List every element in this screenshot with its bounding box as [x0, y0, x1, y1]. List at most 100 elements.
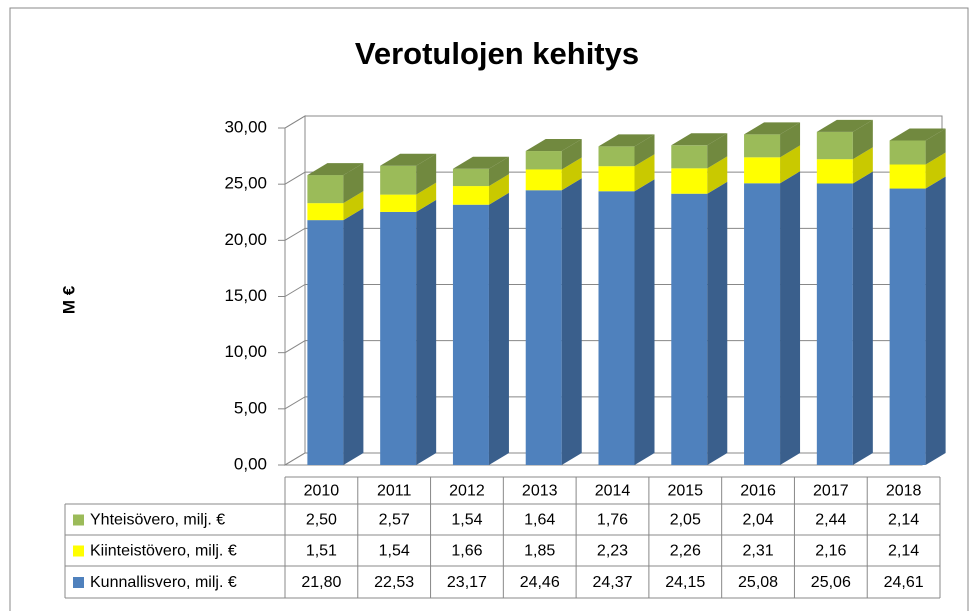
bar-front: [452, 168, 489, 187]
bar-segment: [598, 179, 655, 466]
grid-line: [284, 115, 942, 129]
table-value: 24,37: [592, 574, 632, 591]
y-tick-label: 0,00: [234, 454, 267, 473]
x-tick-label: 2012: [449, 483, 485, 500]
table-value: 24,15: [665, 574, 705, 591]
bar-front: [816, 183, 853, 465]
bar-segment: [598, 134, 655, 167]
bar-front: [816, 131, 853, 160]
x-tick-label: 2016: [740, 483, 776, 500]
table-value: 1,66: [451, 543, 482, 560]
table-value: 2,23: [597, 543, 628, 560]
bar-segment: [744, 171, 801, 465]
bar-side: [561, 178, 582, 465]
bar-side: [852, 171, 873, 465]
bar-side: [634, 154, 655, 192]
grid-line: [284, 396, 942, 410]
bar-side: [707, 133, 728, 169]
table-value: 2,14: [888, 512, 919, 529]
bar-segment: [380, 199, 437, 465]
bar-side: [561, 157, 582, 191]
bar-side: [707, 181, 728, 465]
bar-segment: [889, 176, 946, 465]
bar-segment: [671, 181, 728, 465]
bar-side: [780, 145, 801, 184]
bar-front: [452, 186, 489, 205]
x-tick-label: 2017: [813, 483, 849, 500]
bar-front: [744, 157, 781, 184]
bar-front: [380, 165, 417, 195]
legend-swatch: [73, 514, 84, 526]
bar-segment: [889, 152, 946, 189]
bar-segment: [307, 163, 364, 204]
bar-top: [598, 134, 655, 147]
table-value: 2,26: [670, 543, 701, 560]
table-value: 1,54: [451, 512, 482, 529]
bar-segment: [744, 122, 801, 158]
grid-line: [284, 227, 942, 241]
table-value: 2,31: [742, 543, 773, 560]
bar-side: [925, 152, 946, 189]
table-value: 2,04: [742, 512, 773, 529]
y-tick-label: 25,00: [224, 174, 267, 193]
legend-label: Kunnallisvero, milj. €: [90, 574, 237, 591]
bar-front: [671, 193, 708, 465]
bar-front: [525, 169, 562, 191]
y-tick-label: 5,00: [234, 398, 267, 417]
bar-segment: [525, 178, 582, 465]
bar-side: [780, 171, 801, 465]
x-tick-label: 2013: [522, 483, 558, 500]
bar-side: [343, 191, 364, 221]
bar-front: [744, 183, 781, 465]
bar-front: [598, 166, 635, 192]
y-tick-label: 20,00: [224, 230, 267, 249]
bar-top: [744, 122, 801, 135]
x-tick-label: 2011: [377, 483, 412, 500]
y-tick-label: 15,00: [224, 286, 267, 305]
bar-side: [488, 174, 509, 205]
bar-side: [488, 192, 509, 465]
bar-side: [416, 182, 437, 212]
bar-top: [307, 163, 364, 176]
bar-segment: [380, 153, 437, 195]
x-tick-label: 2018: [886, 483, 922, 500]
grid-line: [284, 171, 942, 185]
bar-top: [671, 133, 728, 146]
bar-segment: [889, 128, 946, 165]
table-value: 1,51: [306, 543, 337, 560]
bar-front: [307, 203, 344, 221]
y-tick-label: 10,00: [224, 342, 267, 361]
table-value: 1,54: [379, 543, 410, 560]
bar-side: [925, 128, 946, 165]
bar-segment: [816, 171, 873, 465]
table-value: 21,80: [301, 574, 341, 591]
bar-segment: [525, 157, 582, 191]
table-value: 2,50: [306, 512, 337, 529]
chart-title: Verotulojen kehitys: [355, 36, 639, 71]
y-axis-label: M €: [59, 285, 78, 314]
table-value: 1,64: [524, 512, 555, 529]
table-value: 23,17: [447, 574, 487, 591]
bar-front: [307, 175, 344, 204]
bar-top: [889, 128, 946, 141]
bar-segment: [307, 191, 364, 221]
bar-segment: [307, 208, 364, 465]
bar-segment: [452, 174, 509, 205]
table-value: 2,05: [670, 512, 701, 529]
x-tick-label: 2010: [304, 483, 340, 500]
bar-segment: [452, 192, 509, 465]
bar-side: [488, 156, 509, 187]
bar-front: [671, 145, 708, 169]
table-value: 22,53: [374, 574, 414, 591]
x-tick-label: 2015: [667, 483, 703, 500]
bar-top: [380, 153, 437, 166]
bar-front: [598, 146, 635, 167]
bar-front: [816, 159, 853, 184]
bar-front: [744, 134, 781, 158]
legend-swatch: [73, 577, 84, 588]
bar-side: [852, 119, 873, 160]
table-value: 24,46: [520, 574, 560, 591]
bar-front: [380, 211, 417, 465]
table-value: 2,57: [379, 512, 410, 529]
